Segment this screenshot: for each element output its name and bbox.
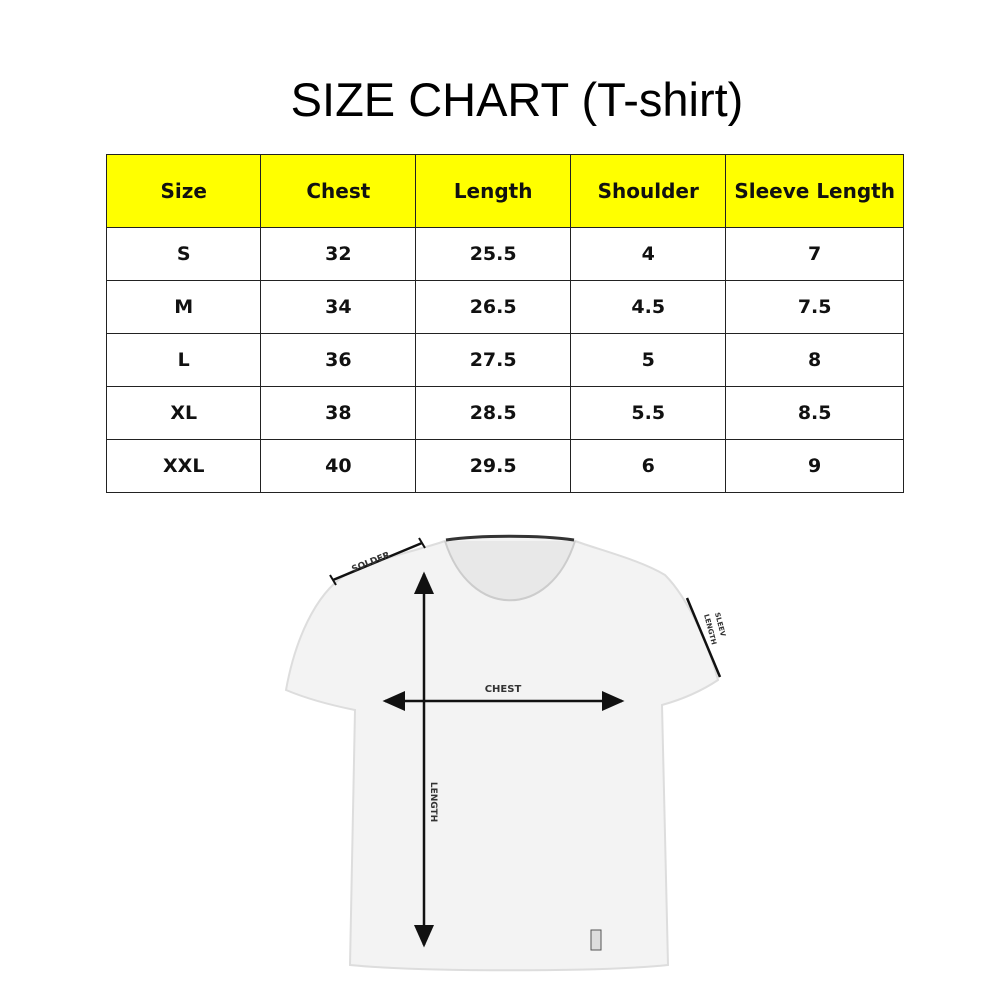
tshirt-collar-trim [445, 534, 575, 542]
cell-size: XXL [105, 439, 262, 493]
header-size: Size [105, 154, 262, 228]
cell-shoulder: 5 [570, 333, 727, 387]
header-sleeve-length: Sleeve Length [725, 154, 904, 228]
tshirt-shape [284, 535, 720, 972]
cell-size: L [105, 333, 262, 387]
table-row: L 36 27.5 5 8 [105, 333, 904, 387]
cell-shoulder: 4.5 [570, 280, 727, 334]
cell-length: 29.5 [415, 439, 572, 493]
table-row: XL 38 28.5 5.5 8.5 [105, 386, 904, 440]
table-header-row: Size Chest Length Shoulder Sleeve Length [105, 154, 904, 228]
cell-sleeve-length: 8.5 [725, 386, 904, 440]
cell-sleeve-length: 8 [725, 333, 904, 387]
cell-size: M [105, 280, 262, 334]
cell-length: 27.5 [415, 333, 572, 387]
table-row: M 34 26.5 4.5 7.5 [105, 280, 904, 334]
cell-sleeve-length: 7 [725, 227, 904, 281]
shoulder-measure-line [332, 541, 423, 582]
cell-size: S [105, 227, 262, 281]
table-row: XXL 40 29.5 6 9 [105, 439, 904, 493]
tshirt-logo-tag [590, 929, 602, 951]
cell-size: XL [105, 386, 262, 440]
header-chest: Chest [260, 154, 417, 228]
cell-shoulder: 6 [570, 439, 727, 493]
cell-chest: 40 [260, 439, 417, 493]
chest-label: CHEST [485, 684, 522, 695]
cell-chest: 36 [260, 333, 417, 387]
cell-chest: 34 [260, 280, 417, 334]
header-length: Length [415, 154, 572, 228]
shoulder-tick-left [329, 574, 337, 586]
size-table: Size Chest Length Shoulder Sleeve Length… [105, 154, 904, 493]
page-title: SIZE CHART (T-shirt) [290, 73, 744, 126]
cell-shoulder: 5.5 [570, 386, 727, 440]
table-row: S 32 25.5 4 7 [105, 227, 904, 281]
cell-length: 28.5 [415, 386, 572, 440]
length-label: LENGTH [428, 782, 438, 822]
shoulder-tick-right [418, 537, 426, 549]
cell-sleeve-length: 9 [725, 439, 904, 493]
cell-shoulder: 4 [570, 227, 727, 281]
sleeve-measure-line [685, 597, 722, 678]
cell-length: 25.5 [415, 227, 572, 281]
tshirt-neckline [444, 540, 576, 602]
